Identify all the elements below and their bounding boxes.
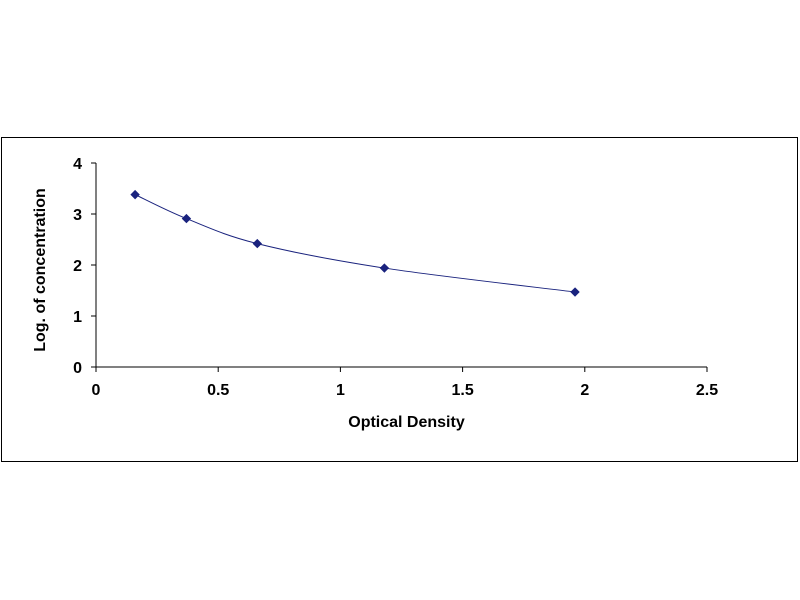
fit-curve [134, 194, 576, 293]
data-point [130, 189, 140, 200]
data-point [570, 287, 580, 297]
y-axis-title: Log. of concentration [32, 188, 49, 352]
x-tick-label: 0 [92, 382, 101, 399]
x-tick-label: 0.5 [207, 382, 229, 399]
data-point [379, 263, 390, 273]
data-points [130, 189, 580, 297]
x-axis-title: Optical Density [348, 414, 465, 431]
data-point [181, 213, 192, 224]
y-ticks: 0 1 2 3 4 [73, 156, 96, 377]
chart-frame: 0 1 2 3 4 0 0.5 1 1.5 2 2.5 Optical Density Log. … [1, 137, 798, 462]
y-tick-label: 1 [73, 309, 82, 326]
x-tick-label: 1.5 [451, 382, 473, 399]
y-tick-label: 0 [73, 360, 82, 377]
x-ticks: 0 0.5 1 1.5 2 2.5 [92, 367, 718, 399]
y-tick-label: 3 [73, 207, 82, 224]
y-tick-label: 2 [73, 258, 82, 275]
x-tick-label: 1 [336, 382, 345, 399]
x-tick-label: 2.5 [696, 382, 718, 399]
data-point [252, 238, 263, 249]
x-tick-label: 2 [580, 382, 589, 399]
y-tick-label: 4 [73, 156, 82, 173]
chart-canvas: 0 1 2 3 4 0 0.5 1 1.5 2 2.5 Optical Density Log. … [32, 156, 718, 431]
